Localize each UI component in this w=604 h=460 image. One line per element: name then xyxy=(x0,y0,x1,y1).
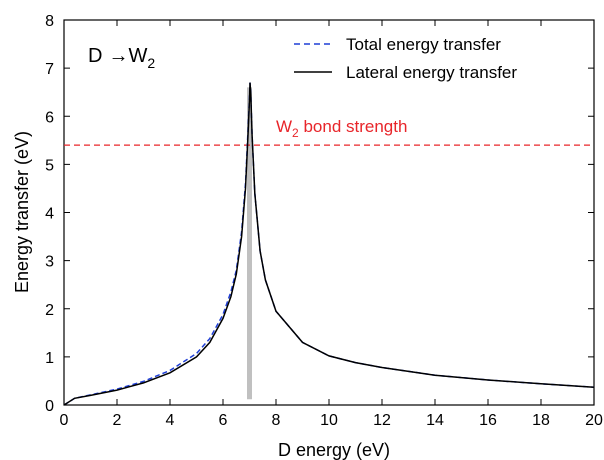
legend-label-lateral: Lateral energy transfer xyxy=(346,63,517,82)
x-tick-label: 10 xyxy=(320,412,338,429)
x-tick-label: 4 xyxy=(166,412,175,429)
x-tick-label: 20 xyxy=(585,412,603,429)
x-tick-label: 18 xyxy=(532,412,550,429)
series-layer xyxy=(63,82,595,406)
x-tick-label: 8 xyxy=(272,412,281,429)
x-tick-label: 16 xyxy=(479,412,497,429)
y-axis-label: Energy transfer (eV) xyxy=(12,131,32,293)
y-tick-label: 1 xyxy=(45,350,54,367)
y-tick-label: 0 xyxy=(45,398,54,415)
x-tick-label: 0 xyxy=(60,412,69,429)
x-tick-label: 14 xyxy=(426,412,444,429)
x-tick-label: 2 xyxy=(113,412,122,429)
legend: Total energy transfer Lateral energy tra… xyxy=(294,35,517,82)
y-tick-label: 4 xyxy=(45,206,54,223)
legend-label-total: Total energy transfer xyxy=(346,35,501,54)
y-tick-label: 7 xyxy=(45,61,54,78)
y-tick-label: 5 xyxy=(45,157,54,174)
x-tick-label: 6 xyxy=(219,412,228,429)
y-tick-label: 8 xyxy=(45,13,54,30)
reaction-label: D →W2 xyxy=(88,45,155,71)
series-line-lateral xyxy=(63,82,595,406)
y-tick-label: 6 xyxy=(45,109,54,126)
reference-line-label: W2 bond strength xyxy=(276,117,407,140)
x-axis-label: D energy (eV) xyxy=(278,440,390,460)
x-tick-label: 12 xyxy=(373,412,391,429)
y-tick-label: 2 xyxy=(45,302,54,319)
y-tick-label: 3 xyxy=(45,254,54,271)
